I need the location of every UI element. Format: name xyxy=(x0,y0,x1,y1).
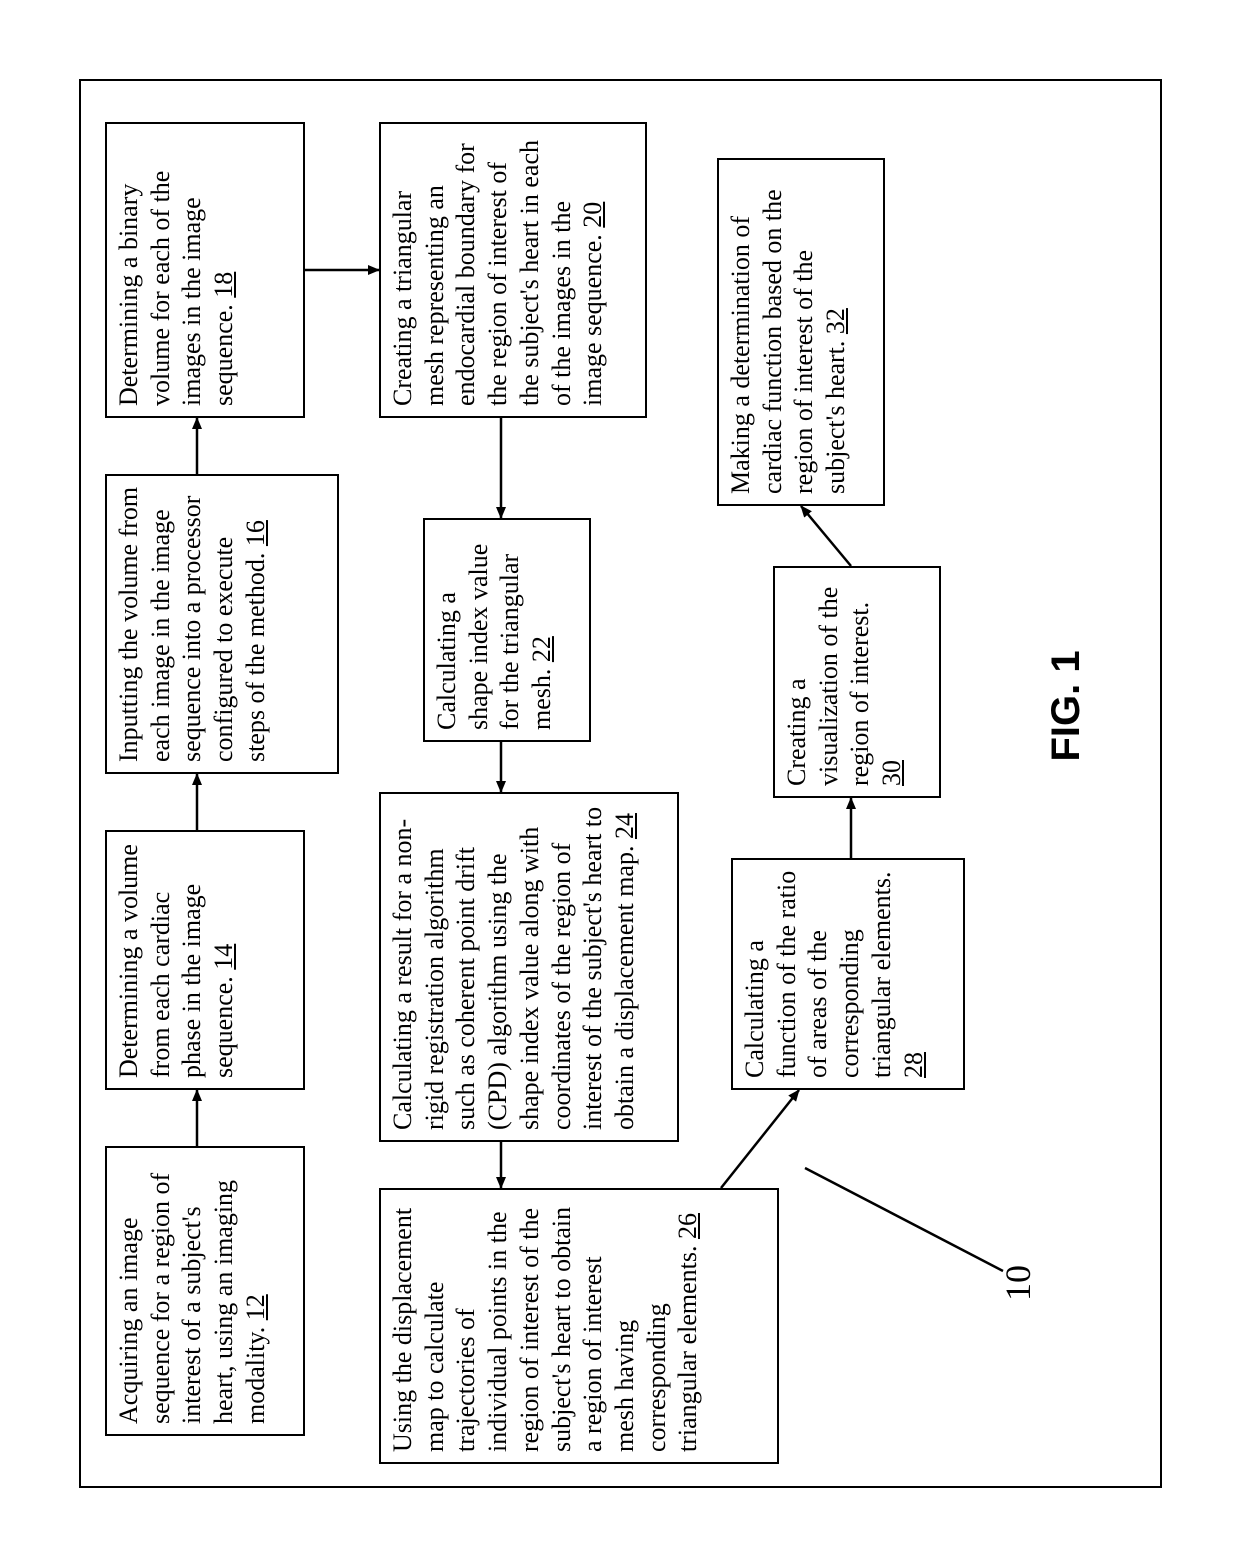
figure-label: FIG. 1 xyxy=(1044,650,1089,761)
step-28-ref: 28 xyxy=(899,1052,928,1078)
step-30-ref: 30 xyxy=(877,760,906,786)
step-26-text: Using the displacement map to calculate … xyxy=(388,1207,702,1452)
step-32-ref: 32 xyxy=(821,308,850,334)
step-32-text: Making a determination of cardiac functi… xyxy=(726,189,850,494)
step-18: Determining a binary volume for each of … xyxy=(105,122,305,418)
step-20: Creating a triangular mesh representing … xyxy=(379,122,647,418)
step-32: Making a determination of cardiac functi… xyxy=(717,158,885,506)
step-16-ref: 16 xyxy=(241,520,270,546)
step-28-text: Calculating a function of the ratio of a… xyxy=(740,871,896,1078)
step-28: Calculating a function of the ratio of a… xyxy=(731,858,965,1090)
label-10: 10 xyxy=(997,1265,1039,1301)
step-30: Creating a visualization of the region o… xyxy=(773,566,941,798)
flowchart-canvas: Acquiring an image sequence for a region… xyxy=(79,79,1162,1488)
step-22-ref: 22 xyxy=(527,636,556,662)
step-24-text: Calculating a result for a non-rigid reg… xyxy=(388,807,639,1130)
step-24-ref: 24 xyxy=(610,813,639,839)
step-20-text: Creating a triangular mesh representing … xyxy=(388,140,607,406)
step-14-ref: 14 xyxy=(209,944,238,970)
step-14: Determining a volume from each cardiac p… xyxy=(105,830,305,1090)
step-16: Inputting the volume from each image in … xyxy=(105,474,339,774)
step-18-ref: 18 xyxy=(209,272,238,298)
step-12: Acquiring an image sequence for a region… xyxy=(105,1146,305,1436)
step-22: Calculating a shape index value for the … xyxy=(423,518,591,742)
page: Acquiring an image sequence for a region… xyxy=(0,0,1240,1567)
step-20-ref: 20 xyxy=(578,202,607,228)
step-26-ref: 26 xyxy=(673,1213,702,1239)
step-30-text: Creating a visualization of the region o… xyxy=(782,587,874,786)
step-12-ref: 12 xyxy=(241,1294,270,1320)
step-26: Using the displacement map to calculate … xyxy=(379,1188,779,1464)
step-24: Calculating a result for a non-rigid reg… xyxy=(379,792,679,1142)
